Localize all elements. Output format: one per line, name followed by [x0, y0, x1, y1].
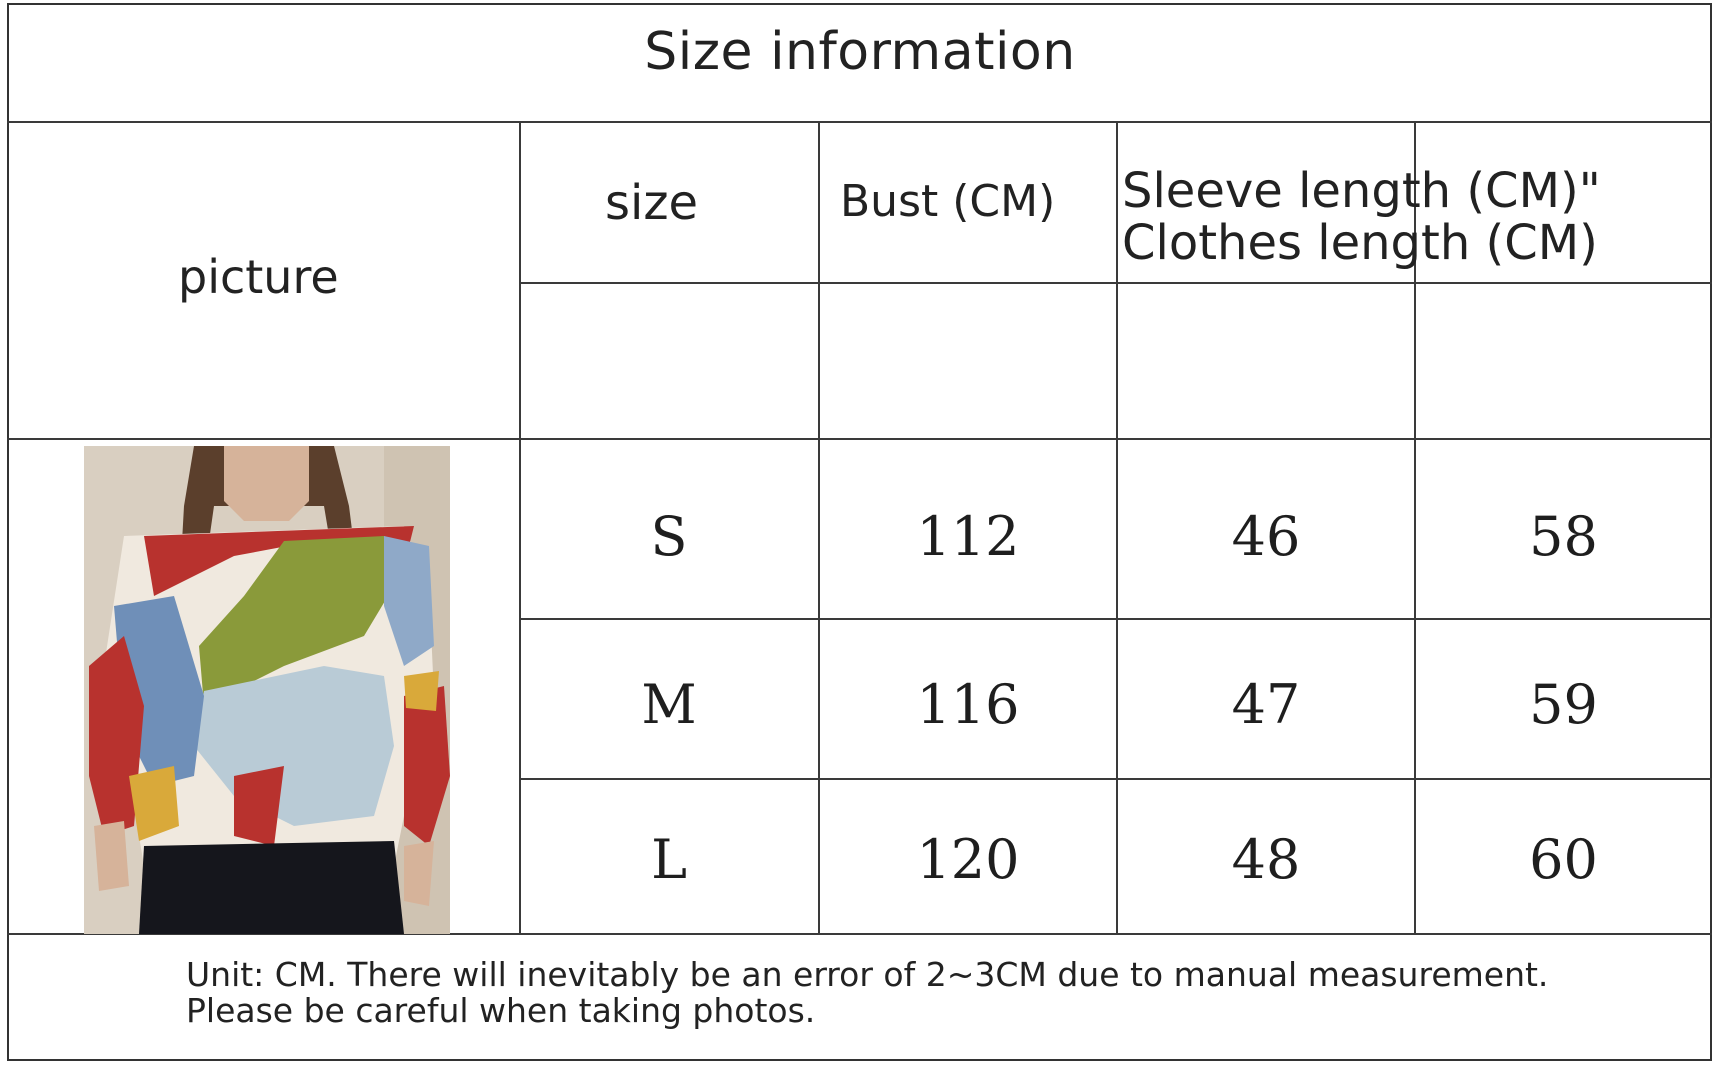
- cell-size: S: [650, 505, 688, 568]
- table-title: Size information: [644, 22, 1076, 82]
- note-line: Please be careful when taking photos.: [186, 991, 816, 1030]
- header-sleeve-clothes: Sleeve length (CM)" Clothes length (CM): [1122, 165, 1601, 269]
- grid-line: [818, 121, 820, 935]
- cell-bust: 120: [916, 828, 1020, 891]
- cell-sleeve: 48: [1231, 828, 1301, 891]
- header-bust: Bust (CM): [840, 176, 1056, 227]
- header-picture: picture: [178, 250, 339, 304]
- grid-line: [7, 438, 1712, 440]
- grid-line: [7, 933, 1712, 935]
- grid-line: [1116, 121, 1118, 935]
- cell-clothes: 60: [1529, 828, 1598, 891]
- grid-line: [519, 121, 521, 935]
- header-sleeve-length: Sleeve length (CM)": [1122, 163, 1601, 219]
- grid-line: [1414, 121, 1416, 935]
- cell-clothes: 58: [1529, 505, 1598, 568]
- cell-bust: 116: [916, 673, 1020, 736]
- header-clothes-length: Clothes length (CM): [1122, 215, 1598, 271]
- grid-line: [7, 121, 1712, 123]
- size-table-frame: [7, 3, 1712, 1061]
- cell-size: M: [641, 673, 697, 736]
- note-line: Unit: CM. There will inevitably be an er…: [186, 955, 1549, 994]
- cell-sleeve: 47: [1231, 673, 1301, 736]
- cell-clothes: 59: [1529, 673, 1598, 736]
- product-photo: [84, 446, 450, 934]
- cell-sleeve: 46: [1231, 505, 1301, 568]
- cell-size: L: [651, 828, 687, 891]
- cell-bust: 112: [916, 505, 1020, 568]
- measurement-note: Unit: CM. There will inevitably be an er…: [186, 957, 1548, 1029]
- header-size: size: [605, 175, 699, 231]
